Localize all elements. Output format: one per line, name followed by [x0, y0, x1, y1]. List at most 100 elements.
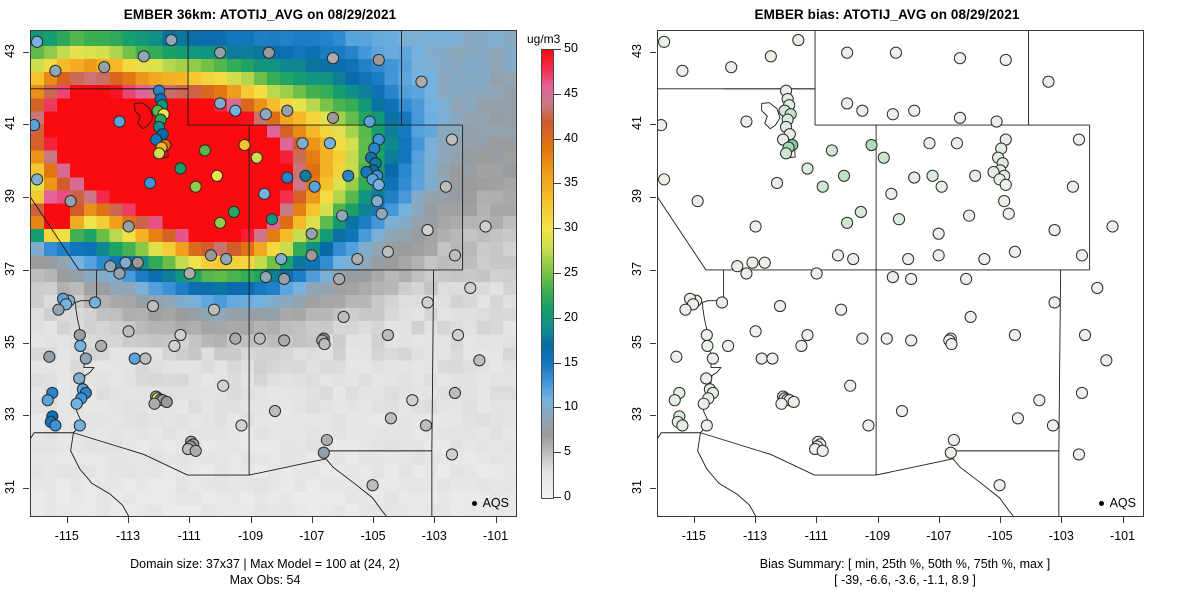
aqs-site-marker[interactable] — [831, 249, 845, 262]
aqs-site-marker[interactable] — [902, 252, 915, 266]
aqs-site-marker[interactable] — [305, 249, 318, 262]
aqs-site-marker[interactable] — [978, 252, 991, 266]
aqs-site-marker[interactable] — [816, 180, 829, 193]
aqs-site-marker[interactable] — [825, 144, 838, 157]
aqs-site-marker[interactable] — [235, 419, 248, 432]
aqs-site-marker[interactable] — [342, 169, 355, 182]
aqs-site-marker[interactable] — [953, 52, 967, 65]
aqs-site-marker[interactable] — [999, 53, 1012, 67]
aqs-site-marker[interactable] — [715, 296, 729, 309]
aqs-site-marker[interactable] — [210, 169, 224, 182]
aqs-site-marker[interactable] — [816, 444, 829, 457]
aqs-site-marker[interactable] — [229, 104, 242, 117]
aqs-site-marker[interactable] — [749, 325, 762, 338]
aqs-site-marker[interactable] — [749, 220, 762, 233]
aqs-site-marker[interactable] — [137, 50, 150, 63]
aqs-site-marker[interactable] — [801, 328, 814, 342]
aqs-site-marker[interactable] — [691, 195, 704, 208]
aqs-site-marker[interactable] — [697, 397, 710, 410]
aqs-site-marker[interactable] — [262, 46, 275, 59]
aqs-site-marker[interactable] — [834, 303, 848, 316]
aqs-site-marker[interactable] — [238, 138, 251, 152]
aqs-site-marker[interactable] — [259, 271, 272, 284]
aqs-site-marker[interactable] — [31, 35, 44, 48]
aqs-site-marker[interactable] — [318, 338, 331, 351]
aqs-site-marker[interactable] — [415, 75, 428, 88]
aqs-site-marker[interactable] — [701, 339, 714, 352]
aqs-site-marker[interactable] — [964, 310, 977, 323]
aqs-site-marker[interactable] — [1002, 207, 1015, 220]
aqs-site-marker[interactable] — [953, 111, 967, 124]
aqs-site-marker[interactable] — [351, 252, 364, 266]
aqs-site-marker[interactable] — [227, 205, 240, 219]
aqs-site-marker[interactable] — [945, 338, 958, 351]
aqs-site-marker[interactable] — [64, 195, 77, 208]
aqs-site-marker[interactable] — [88, 296, 102, 309]
aqs-site-marker[interactable] — [1048, 296, 1061, 309]
aqs-site-marker[interactable] — [189, 444, 202, 457]
aqs-site-marker[interactable] — [337, 310, 350, 323]
aqs-site-marker[interactable] — [143, 176, 157, 190]
aqs-site-marker[interactable] — [963, 209, 976, 222]
aqs-site-marker[interactable] — [278, 334, 291, 347]
aqs-site-marker[interactable] — [439, 180, 452, 193]
aqs-site-marker[interactable] — [281, 104, 294, 117]
aqs-site-marker[interactable] — [168, 339, 181, 352]
aqs-site-marker[interactable] — [214, 46, 227, 59]
aqs-site-marker[interactable] — [259, 108, 272, 121]
aqs-site-marker[interactable] — [363, 115, 376, 128]
aqs-site-marker[interactable] — [148, 397, 161, 410]
aqs-site-marker[interactable] — [30, 119, 41, 132]
aqs-site-marker[interactable] — [445, 133, 459, 146]
aqs-site-marker[interactable] — [326, 52, 340, 65]
aqs-site-marker[interactable] — [323, 137, 337, 150]
aqs-site-marker[interactable] — [932, 249, 945, 262]
aqs-site-marker[interactable] — [926, 169, 939, 182]
aqs-site-marker[interactable] — [950, 137, 964, 150]
aqs-site-marker[interactable] — [165, 33, 178, 47]
aqs-site-marker[interactable] — [1042, 75, 1055, 88]
aqs-site-marker[interactable] — [905, 272, 918, 286]
aqs-site-marker[interactable] — [1011, 412, 1024, 425]
aqs-site-marker[interactable] — [722, 339, 735, 352]
aqs-site-marker[interactable] — [1106, 220, 1119, 233]
aqs-site-marker[interactable] — [220, 252, 233, 266]
aqs-site-marker[interactable] — [865, 138, 878, 152]
aqs-site-marker[interactable] — [731, 260, 744, 273]
aqs-site-marker[interactable] — [892, 213, 906, 226]
aqs-site-marker[interactable] — [305, 227, 318, 240]
aqs-site-marker[interactable] — [746, 256, 759, 269]
model-plot-area[interactable]: AQS — [30, 30, 517, 517]
aqs-site-marker[interactable] — [764, 50, 777, 63]
aqs-site-marker[interactable] — [375, 207, 388, 220]
aqs-site-marker[interactable] — [73, 372, 86, 385]
aqs-site-marker[interactable] — [52, 303, 65, 316]
aqs-site-marker[interactable] — [49, 419, 62, 432]
aqs-site-marker[interactable] — [320, 433, 333, 447]
aqs-site-marker[interactable] — [758, 256, 771, 269]
aqs-site-marker[interactable] — [990, 115, 1003, 128]
aqs-site-marker[interactable] — [700, 419, 713, 432]
aqs-site-marker[interactable] — [932, 227, 945, 240]
aqs-site-marker[interactable] — [1046, 419, 1060, 432]
aqs-site-marker[interactable] — [296, 137, 309, 150]
aqs-site-marker[interactable] — [198, 144, 211, 157]
aqs-site-marker[interactable] — [755, 352, 768, 365]
aqs-site-marker[interactable] — [810, 267, 823, 280]
aqs-site-marker[interactable] — [372, 53, 385, 67]
aqs-site-marker[interactable] — [183, 267, 196, 280]
aqs-site-marker[interactable] — [74, 339, 87, 352]
aqs-site-marker[interactable] — [1066, 180, 1079, 193]
aqs-site-marker[interactable] — [268, 404, 282, 418]
aqs-site-marker[interactable] — [371, 195, 384, 208]
aqs-site-marker[interactable] — [700, 372, 713, 385]
aqs-site-marker[interactable] — [229, 332, 242, 345]
aqs-site-marker[interactable] — [258, 187, 271, 200]
aqs-site-marker[interactable] — [993, 479, 1006, 492]
aqs-site-marker[interactable] — [131, 256, 144, 269]
aqs-site-marker[interactable] — [889, 46, 902, 59]
aqs-site-marker[interactable] — [326, 111, 340, 124]
aqs-site-marker[interactable] — [406, 394, 419, 407]
aqs-site-marker[interactable] — [204, 249, 218, 262]
aqs-site-marker[interactable] — [1072, 448, 1086, 461]
